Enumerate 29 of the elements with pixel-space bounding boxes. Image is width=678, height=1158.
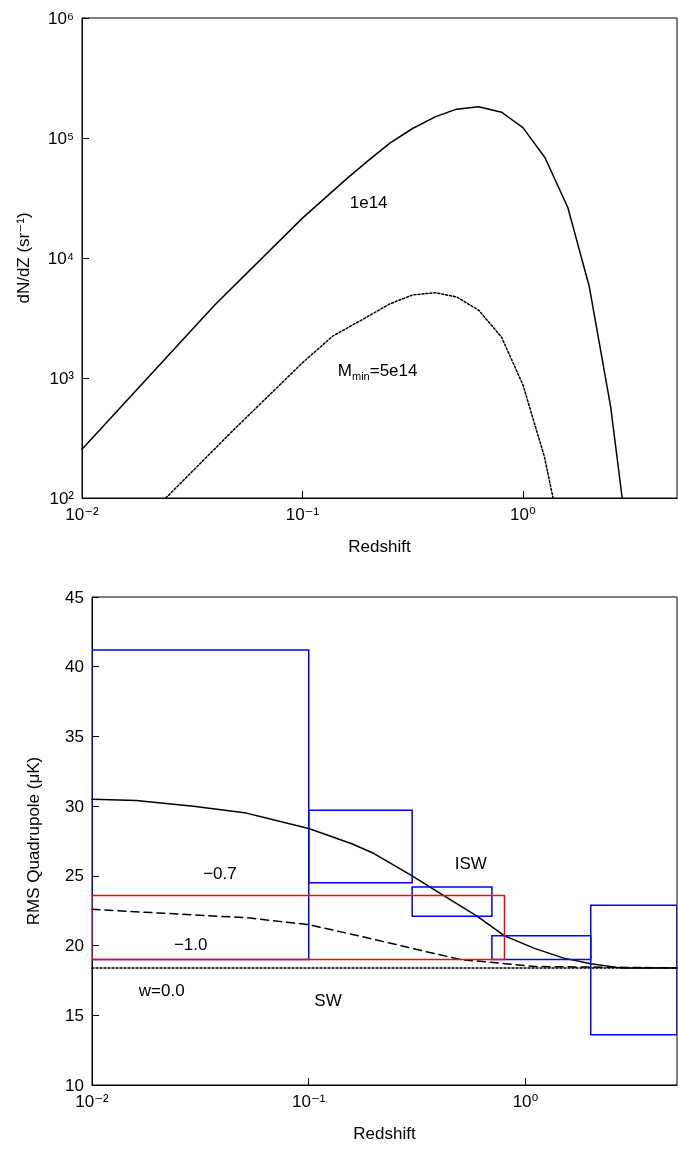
annotation: −0.7 [203, 864, 237, 884]
y-tick-label: 10⁵ [48, 128, 74, 148]
y-axis-title: RMS Quadrupole (μK) [24, 756, 43, 926]
x-tick-label: 10⁻¹ [285, 505, 320, 524]
y-tick-label: 10⁶ [48, 8, 74, 28]
x-tick-label: 10⁻² [75, 1092, 110, 1111]
y-tick-label: 45 [65, 587, 84, 607]
y-tick-label: 15 [65, 1005, 84, 1025]
y-axis-title: dN/dZ (sr⁻¹) [14, 212, 33, 304]
y-tick-label: 10 [65, 1075, 84, 1095]
annotation: −1.0 [173, 934, 208, 954]
y-tick-label: 35 [65, 726, 84, 746]
x-axis-title: Redshift [353, 1124, 416, 1143]
x-tick-label: 10⁰ [512, 1092, 539, 1111]
y-tick-label: 30 [65, 796, 84, 816]
y-tick-label: 10⁴ [47, 248, 74, 268]
y-tick-label: 40 [65, 657, 84, 677]
y-tick-label: 25 [65, 866, 84, 886]
annotation: 1e14 [349, 192, 388, 212]
x-tick-label: 10⁻¹ [291, 1092, 326, 1111]
x-tick-label: 10⁰ [510, 505, 536, 524]
x-tick-label: 10⁻² [65, 505, 100, 524]
annotation: ISW [454, 854, 487, 874]
y-tick-label: 20 [65, 936, 84, 956]
annotation: SW [314, 991, 342, 1011]
y-tick-label: 10² [49, 488, 75, 508]
x-axis-title: Redshift [348, 537, 411, 556]
y-tick-label: 10³ [49, 368, 75, 388]
annotation: w=0.0 [137, 981, 185, 1001]
